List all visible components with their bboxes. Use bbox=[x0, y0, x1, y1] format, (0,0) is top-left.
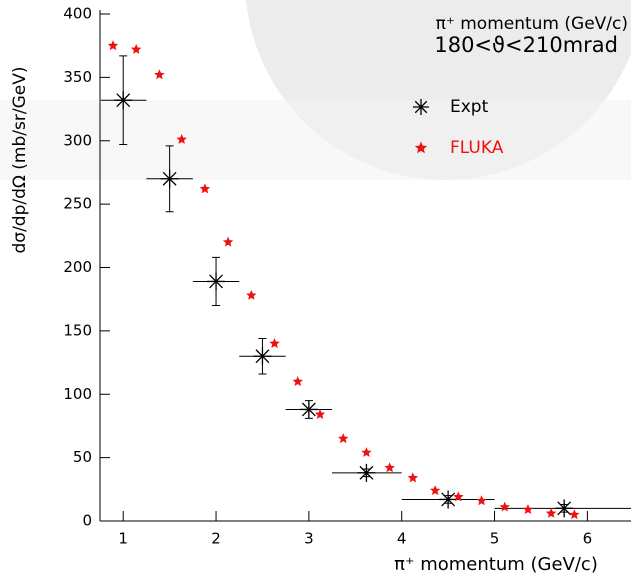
y-tick-label: 400 bbox=[63, 5, 92, 23]
star-marker bbox=[545, 507, 557, 518]
star-marker bbox=[499, 501, 510, 512]
y-tick-label: 150 bbox=[63, 321, 92, 339]
star-marker bbox=[569, 509, 580, 520]
asterisk-marker bbox=[439, 490, 458, 509]
y-axis-title: dσ/dp/dΩ (mb/sr/GeV) bbox=[10, 67, 30, 254]
x-tick-label: 1 bbox=[118, 530, 128, 548]
star-marker bbox=[361, 447, 372, 457]
asterisk-marker bbox=[555, 499, 574, 518]
star-marker bbox=[199, 183, 211, 194]
star-marker bbox=[292, 376, 303, 386]
annotation: π⁺ momentum (GeV/c) bbox=[436, 14, 628, 34]
star-marker bbox=[107, 40, 119, 51]
y-tick-label: 200 bbox=[63, 258, 92, 276]
asterisk-marker bbox=[160, 169, 179, 188]
x-tick-label: 4 bbox=[397, 530, 407, 548]
asterisk-marker bbox=[413, 99, 429, 115]
x-tick-label: 6 bbox=[583, 530, 593, 548]
x-tick-label: 3 bbox=[304, 530, 314, 548]
asterisk-marker bbox=[207, 272, 226, 291]
asterisk-marker bbox=[299, 400, 318, 419]
asterisk-marker bbox=[253, 347, 272, 366]
x-tick-label: 2 bbox=[211, 530, 221, 548]
star-marker bbox=[176, 134, 187, 144]
y-tick-label: 50 bbox=[73, 448, 92, 466]
watermark-band bbox=[0, 100, 631, 180]
legend-label: Expt bbox=[450, 97, 489, 117]
x-tick-label: 5 bbox=[490, 530, 500, 548]
star-marker bbox=[522, 504, 534, 514]
y-tick-label: 0 bbox=[82, 512, 92, 530]
star-marker bbox=[429, 485, 441, 495]
star-marker bbox=[476, 495, 487, 506]
y-tick-label: 250 bbox=[63, 195, 92, 213]
star-marker bbox=[269, 338, 280, 348]
star-marker bbox=[384, 462, 395, 473]
y-tick-label: 100 bbox=[63, 385, 92, 403]
star-marker bbox=[154, 69, 165, 80]
asterisk-marker bbox=[114, 91, 133, 110]
legend-label: FLUKA bbox=[450, 138, 504, 158]
star-marker bbox=[453, 491, 464, 502]
annotation: 180<ϑ<210mrad bbox=[434, 33, 618, 57]
star-marker bbox=[222, 236, 234, 247]
y-tick-label: 300 bbox=[63, 131, 92, 149]
asterisk-marker bbox=[357, 463, 376, 482]
star-marker bbox=[314, 409, 326, 419]
star-marker bbox=[407, 472, 419, 483]
star-marker bbox=[246, 289, 257, 300]
star-marker bbox=[338, 433, 349, 444]
star-marker bbox=[414, 141, 428, 154]
star-marker bbox=[131, 44, 142, 54]
x-axis-title: π⁺ momentum (GeV/c) bbox=[394, 554, 598, 575]
y-tick-label: 350 bbox=[63, 68, 92, 86]
